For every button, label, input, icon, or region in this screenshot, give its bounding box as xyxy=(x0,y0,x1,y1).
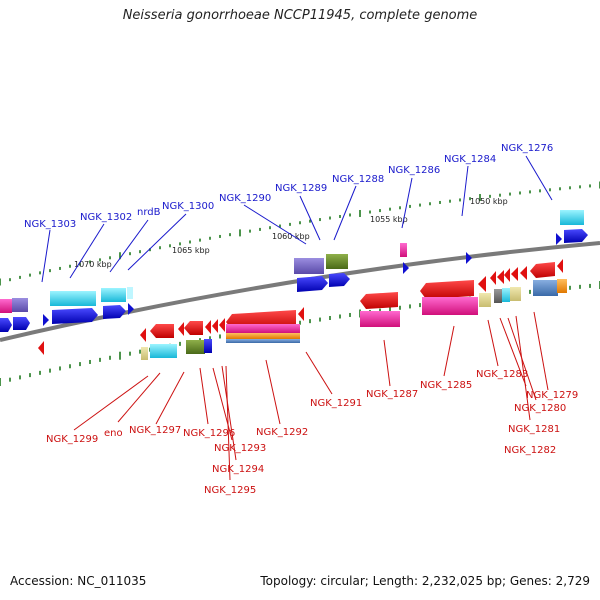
gene-arrow[interactable] xyxy=(557,259,563,273)
genome-summary-text: Topology: circular; Length: 2,232,025 bp… xyxy=(260,574,590,588)
gene-arrow[interactable] xyxy=(420,280,474,299)
gene-label[interactable]: NGK_1286 xyxy=(388,165,440,176)
gene-arrow[interactable] xyxy=(103,305,126,319)
scale-label: 1070 kbp xyxy=(74,260,112,269)
gene-box[interactable] xyxy=(141,347,148,360)
forward-genes xyxy=(0,210,588,332)
gene-arrow[interactable] xyxy=(178,322,184,336)
gene-label[interactable]: nrdB xyxy=(137,207,161,218)
gene-label[interactable]: NGK_1296 xyxy=(183,428,235,439)
gene-arrow[interactable] xyxy=(43,314,49,326)
gene-arrow[interactable] xyxy=(13,317,30,330)
gene-label[interactable]: NGK_1285 xyxy=(420,380,472,391)
gene-arrow[interactable] xyxy=(520,266,527,280)
gene-box[interactable] xyxy=(560,210,584,225)
gene-arrow[interactable] xyxy=(298,307,304,321)
gene-label[interactable]: NGK_1290 xyxy=(219,193,271,204)
gene-box[interactable] xyxy=(226,333,300,339)
gene-label[interactable]: NGK_1279 xyxy=(526,390,578,401)
top-leader-lines xyxy=(41,155,553,283)
gene-arrow[interactable] xyxy=(0,318,12,332)
gene-label[interactable]: NGK_1284 xyxy=(444,154,496,165)
gene-box[interactable] xyxy=(400,243,407,257)
gene-label[interactable]: NGK_1294 xyxy=(212,464,264,475)
gene-label[interactable]: NGK_1289 xyxy=(275,183,327,194)
gene-label[interactable]: NGK_1276 xyxy=(501,143,553,154)
gene-box[interactable] xyxy=(326,254,348,269)
gene-label[interactable]: NGK_1292 xyxy=(256,427,308,438)
gene-arrow[interactable] xyxy=(556,233,562,245)
gene-box[interactable] xyxy=(204,339,212,353)
bottom-leader-lines xyxy=(73,311,549,481)
gene-label[interactable]: NGK_1295 xyxy=(204,485,256,496)
gene-label[interactable]: NGK_1291 xyxy=(310,398,362,409)
gene-box[interactable] xyxy=(12,298,28,312)
gene-box[interactable] xyxy=(127,287,133,299)
gene-box[interactable] xyxy=(479,293,491,307)
gene-arrow[interactable] xyxy=(530,262,555,278)
gene-box[interactable] xyxy=(101,288,126,302)
gene-arrow[interactable] xyxy=(128,303,134,315)
gene-box[interactable] xyxy=(510,287,521,301)
gene-box[interactable] xyxy=(360,311,400,327)
gene-arrow[interactable] xyxy=(212,319,218,333)
gene-box[interactable] xyxy=(150,344,177,358)
gene-label[interactable]: NGK_1283 xyxy=(476,369,528,380)
scale-ticks xyxy=(0,181,600,386)
gene-arrow[interactable] xyxy=(38,341,44,355)
gene-arrow[interactable] xyxy=(490,271,496,285)
gene-box[interactable] xyxy=(186,340,205,354)
gene-arrow[interactable] xyxy=(466,252,472,264)
scale-label: 1050 kbp xyxy=(470,197,508,206)
gene-arrow[interactable] xyxy=(150,324,174,338)
gene-arrow[interactable] xyxy=(184,321,203,335)
scale-label: 1055 kbp xyxy=(370,215,408,224)
gene-box[interactable] xyxy=(557,279,567,293)
gene-arrow[interactable] xyxy=(511,267,518,281)
gene-arrow[interactable] xyxy=(219,318,225,332)
gene-box[interactable] xyxy=(422,297,478,315)
gene-label[interactable]: NGK_1282 xyxy=(504,445,556,456)
gene-label[interactable]: eno xyxy=(104,428,123,439)
reverse-genes xyxy=(38,259,567,360)
gene-box[interactable] xyxy=(494,289,502,303)
gene-box[interactable] xyxy=(0,299,12,313)
gene-box[interactable] xyxy=(502,288,510,302)
gene-arrow[interactable] xyxy=(564,229,588,243)
gene-arrow[interactable] xyxy=(205,320,211,334)
gene-box[interactable] xyxy=(294,258,324,274)
gene-label[interactable]: NGK_1293 xyxy=(214,443,266,454)
gene-arrow[interactable] xyxy=(140,328,146,342)
gene-label[interactable]: NGK_1300 xyxy=(162,201,214,212)
gene-arrow[interactable] xyxy=(478,276,486,292)
gene-arrow[interactable] xyxy=(403,262,409,274)
gene-arrow[interactable] xyxy=(504,268,510,282)
gene-label[interactable]: NGK_1302 xyxy=(80,212,132,223)
gene-box[interactable] xyxy=(533,280,558,296)
gene-label[interactable]: NGK_1303 xyxy=(24,219,76,230)
gene-label[interactable]: NGK_1281 xyxy=(508,424,560,435)
gene-arrow[interactable] xyxy=(497,270,504,284)
gene-label[interactable]: NGK_1287 xyxy=(366,389,418,400)
gene-label[interactable]: NGK_1280 xyxy=(514,403,566,414)
gene-box[interactable] xyxy=(226,339,300,343)
gene-arrow[interactable] xyxy=(297,276,328,292)
gene-arrow[interactable] xyxy=(360,292,398,309)
gene-box[interactable] xyxy=(226,324,300,333)
gene-arrow[interactable] xyxy=(329,273,350,287)
scale-label: 1065 kbp xyxy=(172,246,210,255)
gene-box[interactable] xyxy=(50,291,96,306)
gene-arrow[interactable] xyxy=(52,308,98,324)
scale-label: 1060 kbp xyxy=(272,232,310,241)
gene-label[interactable]: NGK_1297 xyxy=(129,425,181,436)
gene-label[interactable]: NGK_1288 xyxy=(332,174,384,185)
genome-title: Neisseria gonorrhoeae NCCP11945, complet… xyxy=(122,8,478,23)
accession-text: Accession: NC_011035 xyxy=(10,574,147,588)
gene-label[interactable]: NGK_1299 xyxy=(46,434,98,445)
